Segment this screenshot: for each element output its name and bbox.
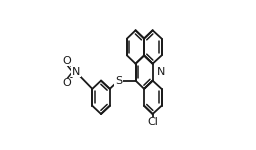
Text: S: S <box>115 76 122 86</box>
Text: N: N <box>72 67 80 77</box>
Text: O: O <box>62 56 71 66</box>
Text: Cl: Cl <box>147 117 158 128</box>
Text: N: N <box>157 67 166 77</box>
Text: O: O <box>62 78 71 88</box>
